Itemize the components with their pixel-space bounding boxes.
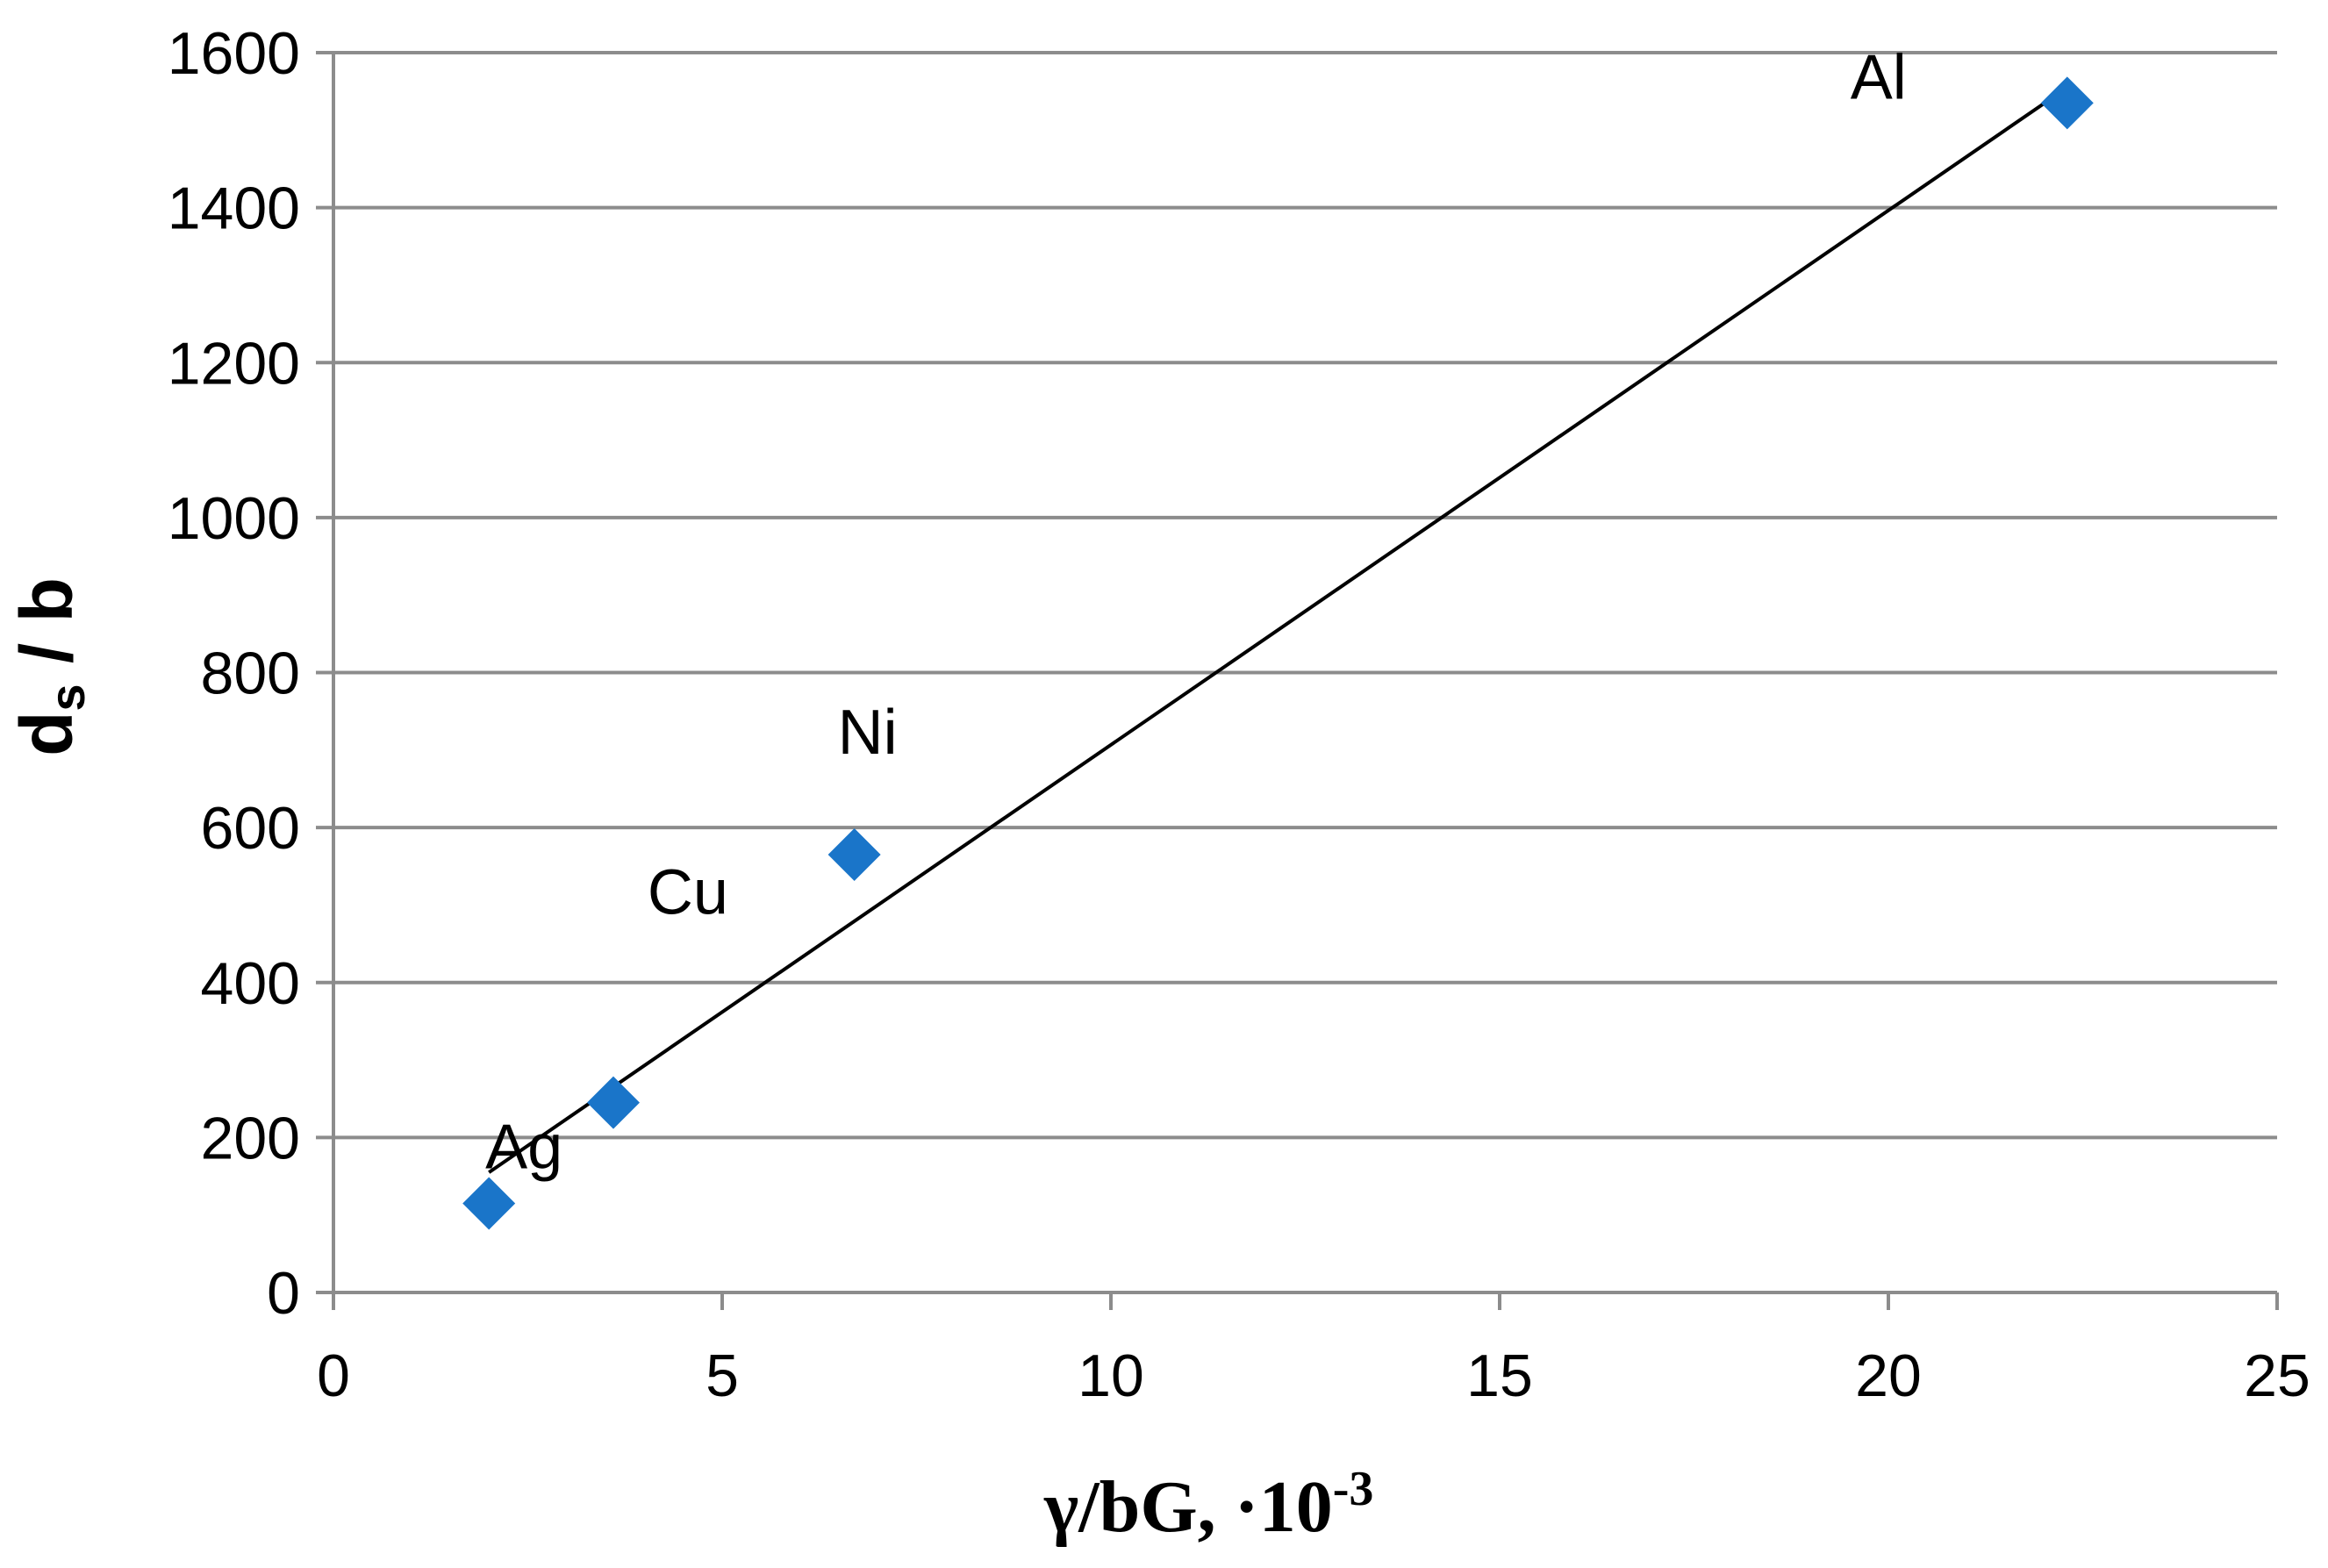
y-tick-label-800: 800: [201, 641, 300, 707]
x-axis-label: γ/bG, ·10-3: [1043, 1462, 1373, 1548]
data-point-ni: [827, 828, 881, 882]
y-axis-label: ds / b: [5, 577, 95, 756]
x-tick-label-15: 15: [1466, 1342, 1533, 1409]
trendline-layer: [488, 86, 2068, 1174]
data-point-ag: [462, 1177, 516, 1230]
point-label-ag: Ag: [485, 1112, 562, 1182]
data-point-cu: [586, 1076, 640, 1129]
x-tick-label-25: 25: [2244, 1342, 2310, 1409]
x-tick-label-5: 5: [706, 1342, 739, 1409]
point-labels: Ag Cu Ni Al: [485, 42, 1907, 1182]
x-tick-label-0: 0: [317, 1342, 350, 1409]
y-tick-label-1400: 1400: [168, 175, 300, 242]
point-label-cu: Cu: [648, 858, 728, 928]
y-tick-label-0: 0: [267, 1260, 300, 1327]
data-points: [462, 76, 2094, 1230]
y-tick-label-1200: 1200: [168, 330, 300, 397]
axes: [316, 51, 2279, 1310]
y-tick-label-1000: 1000: [168, 485, 300, 552]
point-label-ni: Ni: [838, 698, 898, 768]
y-tick-label-400: 400: [201, 950, 300, 1017]
data-point-al: [2040, 76, 2094, 130]
y-tick-label-600: 600: [201, 795, 300, 862]
trendline: [488, 86, 2068, 1174]
x-tick-label-20: 20: [1855, 1342, 1922, 1409]
y-tick-label-1600: 1600: [168, 20, 300, 87]
point-label-al: Al: [1851, 42, 1907, 112]
x-tick-label-10: 10: [1078, 1342, 1144, 1409]
tick-labels: 0 200 400 600 800 1000 1200 1400 1600 0 5 10 15 20 25: [168, 20, 2310, 1409]
gridlines: [333, 51, 2277, 1140]
y-tick-label-200: 200: [201, 1105, 300, 1171]
